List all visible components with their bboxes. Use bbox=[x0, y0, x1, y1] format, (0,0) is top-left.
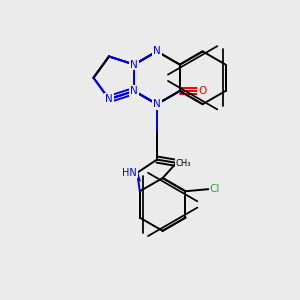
Text: CH₃: CH₃ bbox=[176, 159, 191, 168]
Text: N: N bbox=[153, 46, 161, 56]
Text: N: N bbox=[105, 94, 113, 104]
Text: N: N bbox=[130, 60, 138, 70]
Text: O: O bbox=[177, 158, 185, 169]
Text: N: N bbox=[130, 86, 138, 96]
Text: O: O bbox=[198, 86, 206, 96]
Text: Cl: Cl bbox=[209, 184, 220, 194]
Text: N: N bbox=[153, 99, 161, 109]
Text: HN: HN bbox=[122, 168, 137, 178]
